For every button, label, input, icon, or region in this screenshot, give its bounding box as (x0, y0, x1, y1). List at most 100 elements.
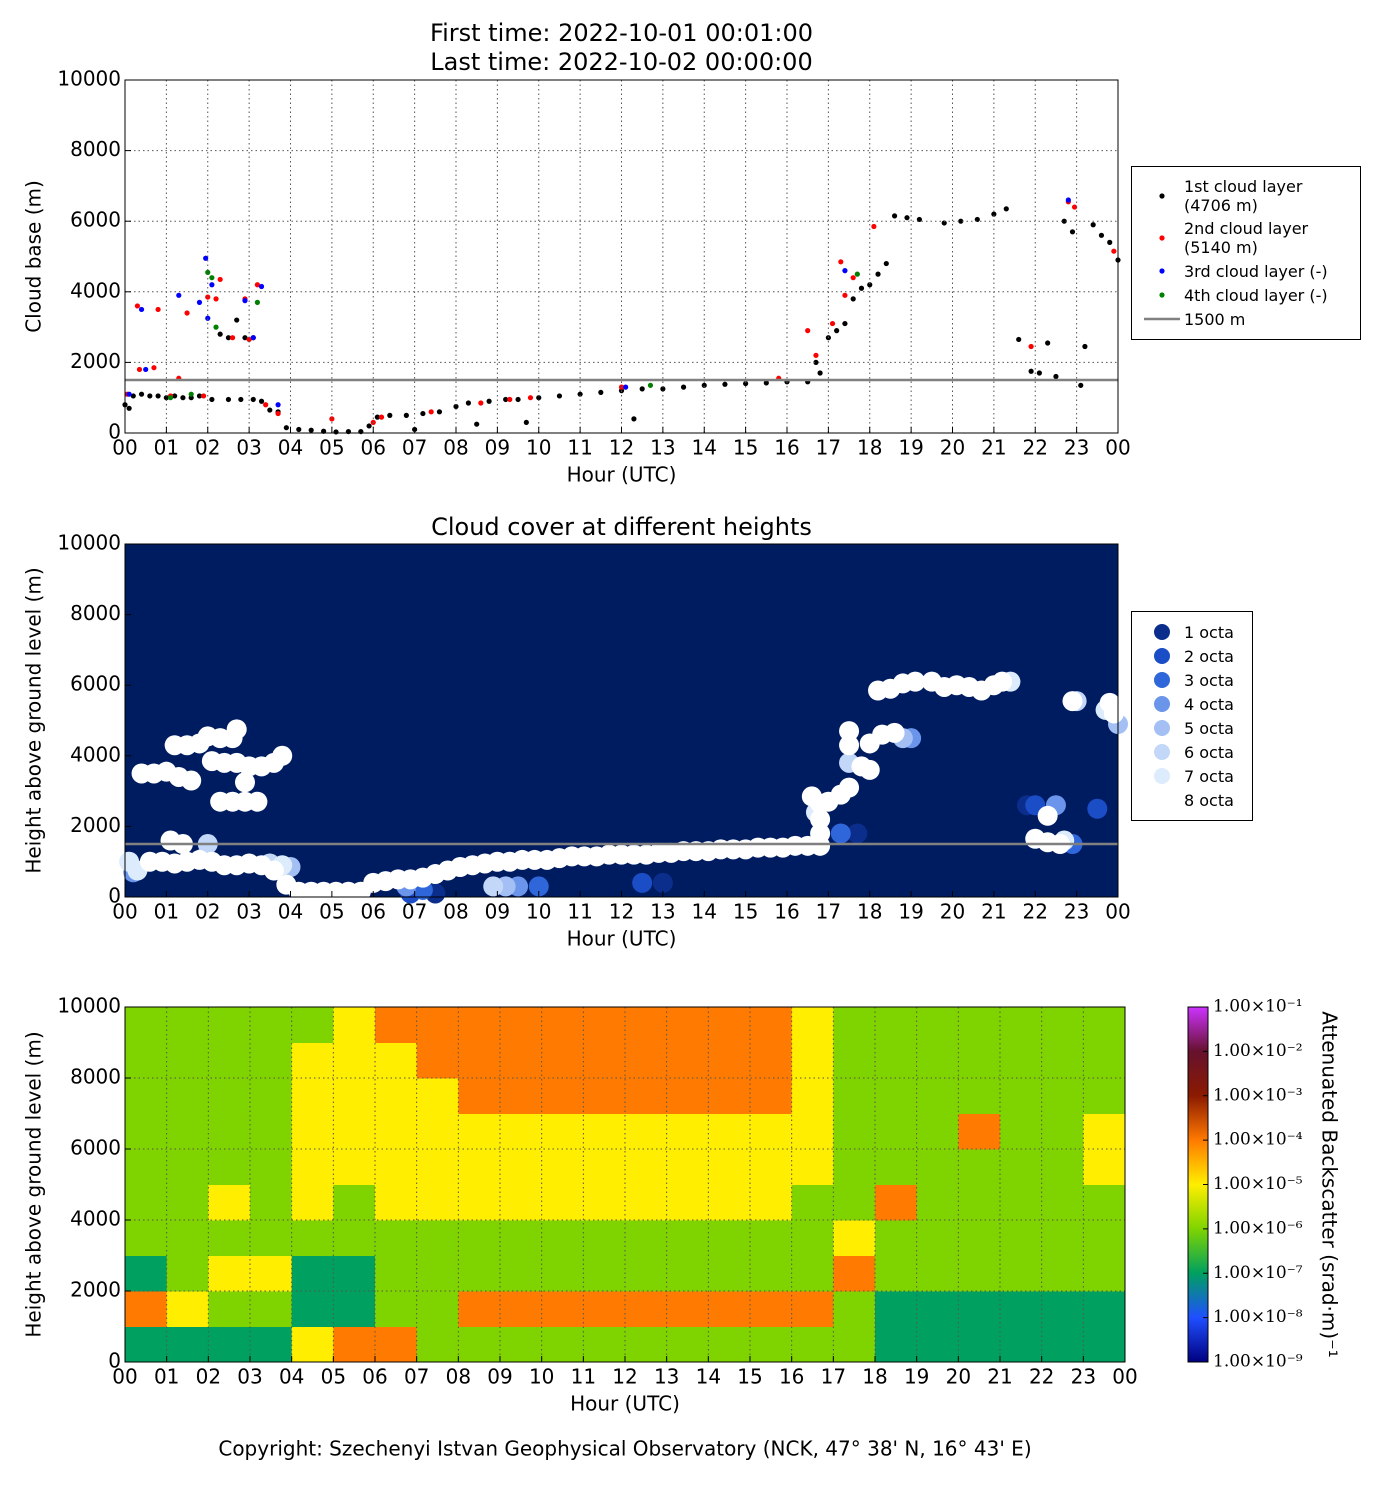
y-tick-label: 0 (108, 420, 121, 444)
heatmap-cell (416, 1291, 459, 1327)
heatmap-cell (166, 1007, 209, 1043)
point (839, 735, 860, 756)
heatmap-cell (333, 1042, 376, 1079)
colorbar-tick-label: 1.00×10⁻⁴ (1213, 1130, 1303, 1150)
colorbar-tick-label: 1.00×10⁻¹ (1213, 997, 1303, 1017)
point (172, 393, 178, 399)
y-tick-label: 8000 (70, 137, 121, 161)
legend-marker (1140, 718, 1184, 738)
point (813, 359, 819, 365)
point (296, 426, 302, 433)
heatmap-cell (750, 1007, 793, 1043)
x-tick-label: 06 (362, 1365, 387, 1389)
point (378, 414, 385, 420)
heatmap-cell (500, 1220, 543, 1256)
x-tick-label: 00 (112, 436, 137, 460)
legend-label: 1500 m (1184, 309, 1246, 329)
heatmap-cell (500, 1007, 543, 1043)
y-tick-label: 0 (108, 1349, 121, 1373)
y-tick-label: 10000 (57, 67, 121, 91)
legend-item: 1 octa (1140, 622, 1244, 642)
heatmap-cell (250, 1255, 293, 1292)
heatmap-cell (625, 1007, 668, 1043)
heatmap-cell (1083, 1220, 1126, 1256)
heatmap-cell (625, 1326, 668, 1363)
heatmap-cell (916, 1042, 959, 1079)
point (254, 282, 260, 288)
heatmap-cell (833, 1255, 876, 1292)
heatmap-cell (583, 1291, 626, 1327)
x-tick-label: 12 (609, 900, 634, 924)
heatmap-cell (125, 1078, 168, 1114)
heatmap-cell (541, 1007, 584, 1043)
heatmap-cell (833, 1184, 876, 1221)
heatmap-cell (875, 1184, 918, 1221)
heatmap-cell (500, 1326, 543, 1363)
heatmap-cell (541, 1220, 584, 1256)
point (283, 425, 289, 431)
heatmap-cell (958, 1042, 1001, 1079)
x-tick-label: 16 (779, 1365, 804, 1389)
heatmap-cell (666, 1291, 709, 1327)
heatmap-cell (125, 1255, 168, 1292)
point (181, 770, 202, 791)
point (203, 255, 209, 261)
heatmap-cell (708, 1042, 751, 1079)
x-tick-label: 17 (816, 436, 841, 460)
point (507, 396, 513, 403)
heatmap-cell (875, 1078, 918, 1114)
point (652, 872, 673, 893)
heatmap-cell (833, 1149, 876, 1185)
point (366, 423, 372, 429)
heatmap-cell (958, 1255, 1001, 1292)
legend-label: 8 octa (1184, 790, 1234, 810)
heatmap-cell (958, 1220, 1001, 1256)
x-tick-label: 17 (821, 1365, 846, 1389)
heatmap-cell (958, 1113, 1001, 1150)
heatmap-cell (875, 1042, 918, 1079)
heatmap-cell (833, 1220, 876, 1256)
heatmap-cell (250, 1113, 293, 1150)
x-tick-label: 00 (1105, 436, 1130, 460)
heatmap-cell (1083, 1007, 1126, 1043)
heatmap-cell (958, 1291, 1001, 1327)
heatmap-cell (1041, 1042, 1084, 1079)
legend-swatch (1159, 235, 1165, 241)
heatmap-cell (375, 1149, 418, 1185)
point (1071, 204, 1078, 210)
heatmap-cell (166, 1042, 209, 1079)
point (639, 386, 645, 392)
point (1107, 239, 1113, 245)
heatmap-cell (208, 1007, 251, 1043)
legend-label: 4 octa (1184, 694, 1234, 714)
point (134, 303, 141, 309)
y-tick-label: 10000 (57, 531, 121, 555)
colorbar-tick-label: 1.00×10⁻⁷ (1213, 1263, 1303, 1283)
colorbar-tick-label: 1.00×10⁻⁸ (1213, 1307, 1303, 1327)
y-tick-label: 6000 (70, 208, 121, 232)
point (632, 872, 653, 893)
point (854, 271, 860, 277)
heatmap-cell (1000, 1220, 1043, 1256)
point (1045, 340, 1051, 346)
heatmap-cell (291, 1184, 334, 1221)
x-tick-label: 22 (1029, 1365, 1054, 1389)
legend-marker (1140, 186, 1184, 206)
y-tick-label: 0 (108, 884, 121, 908)
x-tick-label: 15 (733, 900, 758, 924)
legend-dot (1159, 292, 1165, 298)
point (453, 403, 459, 410)
footer: Copyright: Szechenyi Istvan Geophysical … (218, 1437, 1031, 1461)
legend-item: 5 octa (1140, 718, 1244, 738)
heatmap-cell (541, 1078, 584, 1114)
y-tick-label: 2000 (70, 349, 121, 373)
heatmap-cell (458, 1149, 501, 1185)
point (436, 409, 443, 415)
heatmap-cell (1000, 1149, 1043, 1185)
x-tick-label: 23 (1064, 900, 1089, 924)
x-tick-label: 07 (402, 436, 427, 460)
point (1016, 336, 1022, 343)
x-tick-label: 00 (1105, 900, 1130, 924)
point (660, 386, 666, 392)
heatmap-cell (166, 1220, 209, 1256)
